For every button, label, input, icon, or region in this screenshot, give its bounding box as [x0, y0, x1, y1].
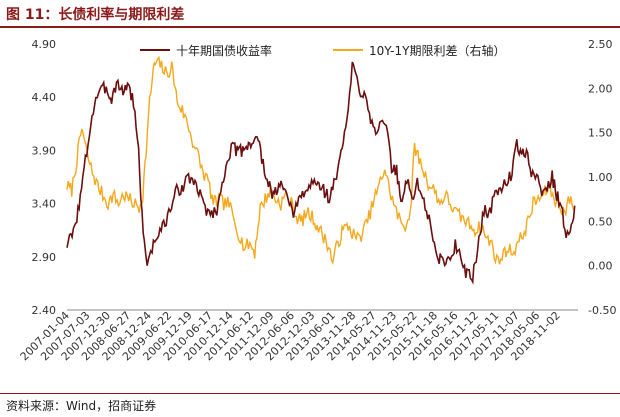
source-rule	[0, 393, 620, 394]
series-line-term-spread	[66, 55, 576, 265]
left-y-axis-ticks: 2.40 2.90 3.40 3.90 4.40 4.90	[32, 38, 57, 317]
left-y-tick-label: 3.90	[32, 144, 57, 157]
figure-title: 图 11：长债利率与期限利差	[6, 7, 185, 23]
legend-label-long-yield: 十年期国债收益率	[176, 43, 272, 58]
left-y-tick-label: 3.40	[32, 198, 57, 211]
right-y-axis-ticks: -0.50 0.00 0.50 1.00 1.50 2.00 2.50	[588, 38, 616, 317]
left-y-tick-label: 4.90	[32, 38, 57, 51]
chart: 2.40 2.90 3.40 3.90 4.40 4.90 -0.50 0.00 0.50 1.…	[18, 38, 617, 363]
right-y-tick-label: 1.50	[588, 127, 613, 140]
left-y-tick-label: 2.90	[32, 251, 57, 264]
right-y-tick-label: 0.50	[588, 215, 613, 228]
right-y-tick-label: 1.00	[588, 171, 613, 184]
legend-label-term-spread: 10Y-1Y期限利差（右轴）	[369, 43, 505, 58]
series-line-long-yield	[66, 61, 576, 285]
right-y-tick-label: 0.00	[588, 260, 613, 273]
legend: 十年期国债收益率 10Y-1Y期限利差（右轴）	[140, 43, 505, 58]
source-note: 资料来源：Wind，招商证券	[6, 399, 157, 413]
left-y-tick-label: 2.40	[32, 304, 57, 317]
right-y-tick-label: -0.50	[588, 304, 616, 317]
title-rule	[0, 26, 620, 28]
left-y-tick-label: 4.40	[32, 91, 57, 104]
x-axis-ticks: 2007-01-042007-07-032007-12-302008-06-27…	[18, 309, 563, 363]
right-y-tick-label: 2.50	[588, 38, 613, 51]
right-y-tick-label: 2.00	[588, 82, 613, 95]
